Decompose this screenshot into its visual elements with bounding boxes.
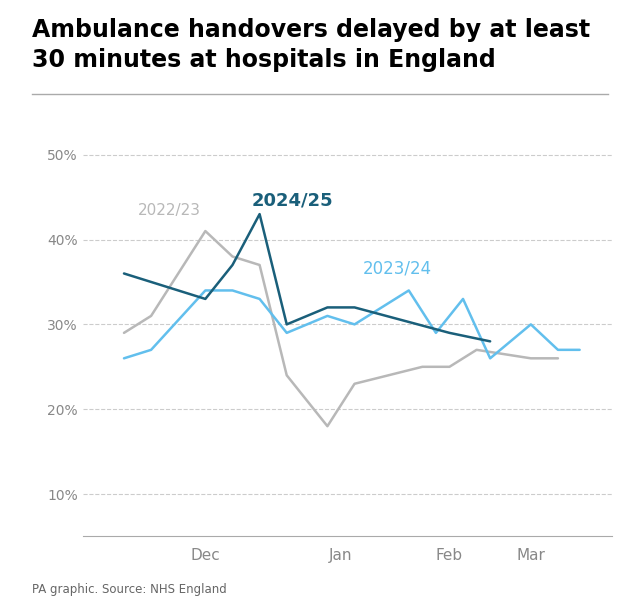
Text: 2024/25: 2024/25 [252,192,333,210]
Text: PA graphic. Source: NHS England: PA graphic. Source: NHS England [32,583,227,596]
Text: 2022/23: 2022/23 [138,203,200,218]
Text: Ambulance handovers delayed by at least
30 minutes at hospitals in England: Ambulance handovers delayed by at least … [32,18,590,72]
Text: 2023/24: 2023/24 [363,260,432,278]
